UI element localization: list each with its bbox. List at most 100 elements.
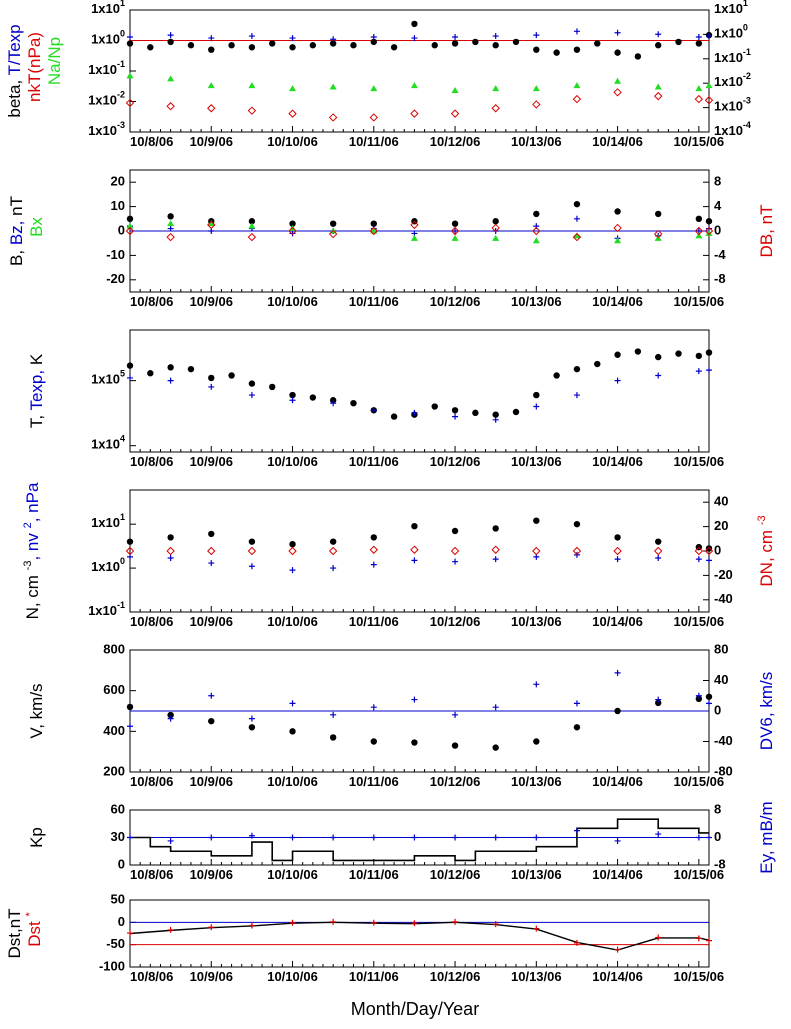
data-point	[126, 703, 134, 711]
data-point	[492, 33, 499, 40]
data-point	[450, 226, 460, 236]
data-point	[706, 834, 712, 841]
y-tick-label: -10	[106, 247, 125, 262]
series-green	[126, 220, 713, 244]
data-point	[573, 700, 580, 707]
y-tick-label: 1x10-2	[88, 90, 125, 108]
data-point	[532, 237, 540, 244]
data-point	[532, 546, 541, 556]
data-point	[533, 403, 540, 410]
data-point	[695, 232, 703, 239]
x-tick-label: 10/9/06	[190, 294, 233, 309]
series-blue	[127, 215, 712, 242]
data-point	[330, 565, 337, 572]
data-point	[705, 229, 713, 236]
x-tick-label: 10/9/06	[190, 774, 233, 789]
data-point	[167, 534, 174, 541]
x-tick-label: 10/8/06	[130, 614, 173, 629]
y-tick-label: 1x10-1	[88, 59, 125, 77]
data-point	[532, 226, 541, 236]
data-point	[330, 918, 337, 925]
data-point	[370, 738, 377, 745]
data-point	[328, 113, 338, 122]
left-axis-label-2: nkT(nPa)	[25, 32, 44, 102]
right-axis-label: DB, nT	[757, 205, 776, 258]
y-tick-label: 60	[111, 801, 125, 816]
data-point	[492, 42, 499, 49]
data-point	[390, 44, 398, 51]
x-tick-label: 10/12/06	[430, 454, 481, 469]
data-point	[411, 920, 418, 927]
data-point	[187, 42, 195, 49]
series-red	[127, 918, 712, 953]
data-point	[167, 711, 174, 719]
x-tick-label: 10/14/06	[592, 454, 643, 469]
x-tick-label: 10/10/06	[267, 867, 318, 882]
data-point	[694, 94, 704, 104]
data-point	[533, 32, 540, 39]
data-point	[654, 546, 663, 556]
data-point	[472, 38, 479, 46]
y-tick-label: 1x10-3	[88, 120, 125, 138]
data-point	[410, 234, 418, 241]
x-tick-label: 10/15/06	[674, 867, 725, 882]
data-point	[492, 834, 499, 841]
y-tick-label: 20	[111, 174, 125, 189]
data-point	[328, 229, 338, 239]
x-tick-label: 10/15/06	[674, 614, 725, 629]
data-point	[694, 546, 704, 556]
data-point	[127, 723, 133, 730]
x-tick-label: 10/13/06	[511, 867, 562, 882]
data-point	[695, 85, 703, 92]
panel-kp-index: 0 30 60 -8 0 8 Ey, mB/m 10/8/06 10/9/06 10/10/06…	[27, 801, 776, 882]
data-point	[492, 704, 499, 711]
data-point	[452, 918, 459, 925]
data-point	[208, 560, 215, 567]
data-point	[126, 362, 134, 369]
y2-tick-label: -8	[714, 856, 726, 871]
panel-density: 1x10-1 1x100 1x101 -40 -20 0 20 40 DN, cm -3 10/8…	[22, 482, 776, 629]
data-point	[127, 374, 133, 381]
data-point	[614, 77, 622, 84]
series-red	[125, 88, 714, 122]
y-tick-label: 10	[111, 198, 125, 213]
series-blue	[127, 551, 712, 574]
y2-tick-label: -40	[714, 733, 733, 748]
y2-tick-label: 0	[714, 702, 721, 717]
data-point	[655, 353, 662, 361]
data-point	[512, 408, 520, 416]
data-point	[614, 49, 621, 56]
data-point	[330, 36, 337, 43]
data-point	[533, 46, 540, 53]
data-point	[573, 200, 581, 208]
data-point	[532, 85, 540, 92]
y2-tick-label: 40	[714, 672, 728, 687]
data-point	[207, 82, 215, 89]
y-tick-label: 600	[103, 682, 125, 697]
data-point	[452, 834, 459, 841]
data-point	[491, 223, 500, 233]
x-tick-label: 10/13/06	[511, 454, 562, 469]
data-point	[655, 538, 662, 545]
data-point	[706, 700, 712, 707]
series-black	[126, 200, 713, 227]
x-tick-label: 10/9/06	[190, 969, 233, 984]
y2-tick-label: 1x100	[714, 23, 748, 41]
y-tick-label: 1x105	[91, 369, 125, 387]
data-point	[167, 213, 174, 220]
data-point	[248, 44, 256, 51]
data-point	[492, 218, 499, 225]
data-point	[452, 711, 459, 718]
left-axis-label: B, Bz, nT	[7, 196, 26, 266]
data-point	[573, 82, 581, 89]
data-point	[126, 72, 134, 79]
x-tick-label: 10/14/06	[592, 969, 643, 984]
data-point	[309, 394, 317, 401]
data-point	[573, 28, 580, 35]
y-tick-label: 0	[118, 914, 125, 929]
data-point	[492, 744, 499, 751]
data-point	[572, 232, 582, 242]
data-point	[228, 372, 235, 379]
data-point	[167, 364, 174, 371]
data-point	[573, 46, 581, 53]
